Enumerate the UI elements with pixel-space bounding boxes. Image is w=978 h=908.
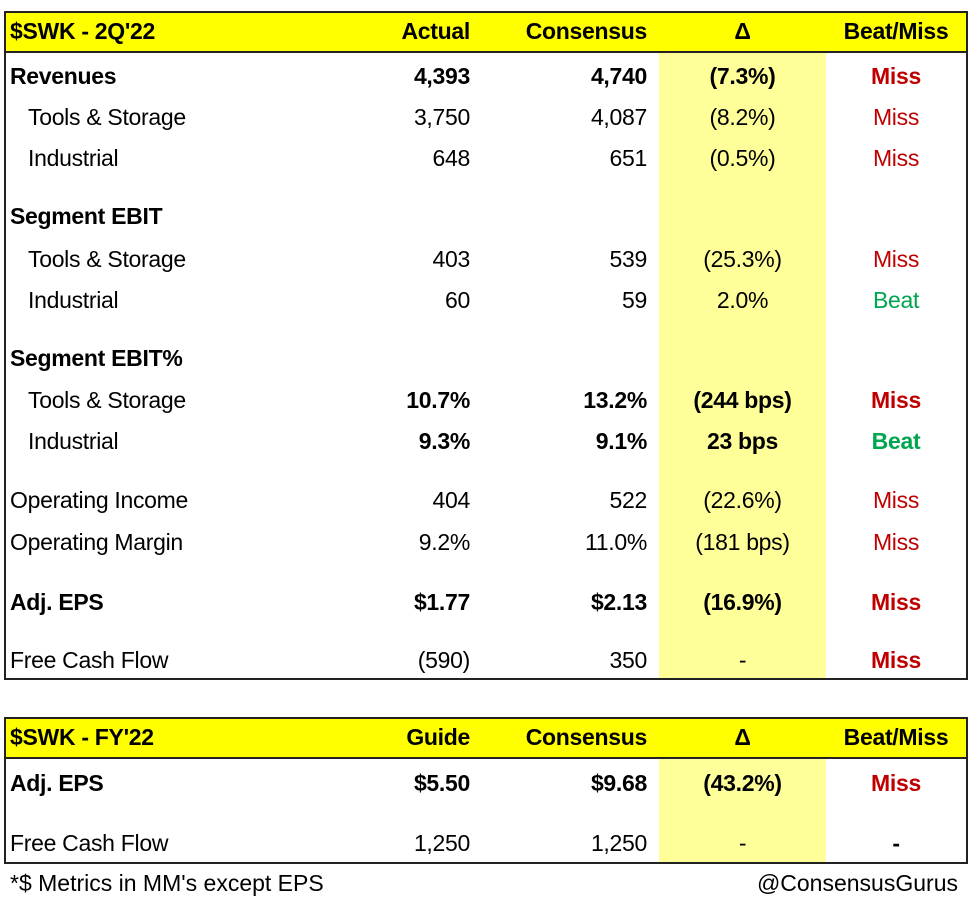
twitter-handle: @ConsensusGurus — [756, 870, 958, 896]
delta-column-highlight — [659, 757, 826, 862]
beat-miss-badge: Beat — [871, 428, 921, 454]
row-label: Industrial — [28, 287, 119, 313]
delta-column-highlight — [659, 51, 826, 678]
header-delta: Δ — [734, 18, 751, 44]
beat-miss-badge: Miss — [872, 487, 920, 513]
consensus-value: $9.68 — [590, 770, 647, 796]
consensus-value: 522 — [609, 487, 648, 513]
beat-miss-badge: Miss — [872, 145, 920, 171]
row-label: Free Cash Flow — [10, 830, 169, 856]
delta-value: (7.3%) — [709, 63, 776, 89]
row-label: Industrial — [28, 145, 119, 171]
beat-miss-badge: Miss — [871, 589, 921, 615]
row-label: Segment EBIT% — [10, 345, 183, 371]
actual-value: $1.77 — [413, 589, 470, 615]
beat-miss-badge: Miss — [872, 246, 920, 272]
actual-value: 648 — [432, 145, 471, 171]
consensus-value: 4,740 — [590, 63, 647, 89]
header-result: Beat/Miss — [843, 724, 949, 750]
actual-value: 403 — [432, 246, 471, 272]
beat-miss-badge: Miss — [871, 63, 921, 89]
consensus-value: 13.2% — [583, 387, 647, 413]
footnote: *$ Metrics in MM's except EPS — [10, 870, 324, 896]
consensus-value: 4,087 — [590, 104, 647, 130]
consensus-value: 350 — [609, 647, 648, 673]
actual-value: (590) — [417, 647, 471, 673]
header-result: Beat/Miss — [843, 18, 949, 44]
header-consensus: Consensus — [525, 724, 648, 750]
beat-miss-badge: Miss — [872, 529, 920, 555]
row-label: Tools & Storage — [28, 387, 186, 413]
actual-value: $5.50 — [413, 770, 470, 796]
header-delta: Δ — [734, 724, 751, 750]
consensus-value: 651 — [609, 145, 648, 171]
delta-value: (16.9%) — [703, 589, 782, 615]
delta-value: (8.2%) — [709, 104, 776, 130]
consensus-value: 9.1% — [595, 428, 648, 454]
consensus-value: 1,250 — [590, 830, 647, 856]
beat-miss-badge: Miss — [871, 647, 921, 673]
q2-results-table: $SWK - 2Q'22 Actual Consensus Δ Beat/Miss Rev… — [4, 11, 968, 680]
table-header — [6, 13, 966, 53]
beat-miss-badge: Beat — [872, 287, 920, 313]
row-label: Tools & Storage — [28, 104, 186, 130]
row-label: Operating Margin — [10, 529, 183, 555]
actual-value: 9.3% — [418, 428, 471, 454]
consensus-value: 11.0% — [584, 529, 647, 555]
fy-guide-table: $SWK - FY'22 Guide Consensus Δ Beat/Miss Adj.… — [4, 717, 968, 864]
delta-value: (25.3%) — [703, 246, 782, 272]
delta-value: (22.6%) — [703, 487, 782, 513]
consensus-value: 539 — [609, 246, 648, 272]
actual-value: 9.2% — [418, 529, 471, 555]
delta-value: 2.0% — [716, 287, 769, 313]
consensus-value: 59 — [622, 287, 647, 313]
actual-value: 3,750 — [413, 104, 470, 130]
row-label: Revenues — [10, 63, 117, 89]
row-label: Tools & Storage — [28, 246, 186, 272]
row-label: Industrial — [28, 428, 119, 454]
actual-value: 10.7% — [406, 387, 470, 413]
actual-value: 1,250 — [413, 830, 470, 856]
delta-value: (43.2%) — [703, 770, 782, 796]
beat-miss-badge: Miss — [871, 770, 921, 796]
delta-value: (0.5%) — [709, 145, 776, 171]
row-label: Adj. EPS — [10, 589, 104, 615]
delta-value: (244 bps) — [693, 387, 792, 413]
delta-value: 23 bps — [706, 428, 779, 454]
consensus-value: $2.13 — [590, 589, 647, 615]
row-label: Segment EBIT — [10, 203, 163, 229]
row-label: Free Cash Flow — [10, 647, 169, 673]
actual-value: 4,393 — [413, 63, 470, 89]
delta-value: (181 bps) — [695, 529, 790, 555]
header-actual: Actual — [401, 18, 471, 44]
header-title: $SWK - 2Q'22 — [10, 18, 156, 44]
beat-miss-badge: Miss — [871, 387, 921, 413]
actual-value: 404 — [432, 487, 471, 513]
row-label: Adj. EPS — [10, 770, 104, 796]
row-label: Operating Income — [10, 487, 189, 513]
beat-miss-badge: - — [892, 830, 900, 856]
header-title: $SWK - FY'22 — [10, 724, 154, 750]
beat-miss-badge: Miss — [872, 104, 920, 130]
header-actual: Guide — [406, 724, 470, 750]
table-header — [6, 719, 966, 759]
delta-value: - — [738, 647, 747, 673]
delta-value: - — [738, 830, 747, 856]
actual-value: 60 — [445, 287, 470, 313]
header-consensus: Consensus — [525, 18, 648, 44]
